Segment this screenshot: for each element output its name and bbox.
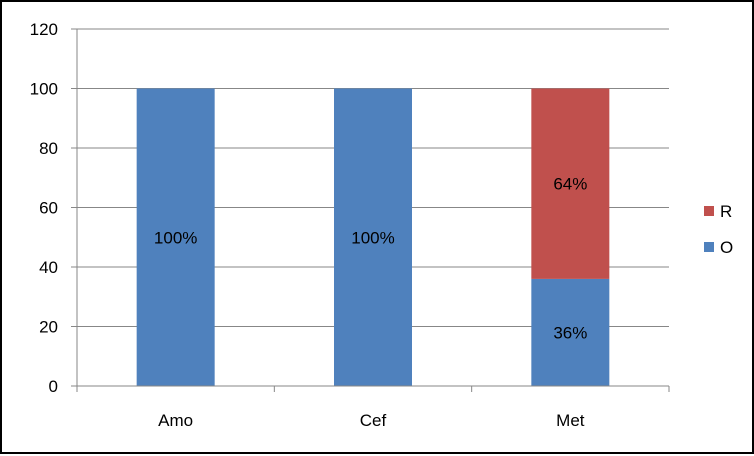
y-tick-label: 60 — [39, 199, 58, 218]
labels: 0 20 40 60 80 100 120 100% Amo 100% Cef 36% 64% Met — [30, 20, 588, 430]
x-category-label: Amo — [158, 411, 193, 430]
data-label-O-Met: 36% — [553, 323, 587, 342]
x-category-label: Cef — [360, 411, 387, 430]
y-tick-label: 80 — [39, 139, 58, 158]
data-label-R-Met: 64% — [553, 175, 587, 194]
axes — [71, 28, 670, 392]
bars — [136, 88, 610, 386]
data-label-O-Cef: 100% — [351, 228, 394, 247]
y-tick-label: 40 — [39, 258, 58, 277]
legend-swatch-O — [704, 242, 714, 252]
legend-label-R: R — [720, 202, 732, 221]
legend: RO — [704, 202, 733, 257]
y-tick-label: 120 — [30, 20, 58, 39]
y-tick-label: 0 — [49, 377, 58, 396]
legend-swatch-R — [704, 206, 714, 216]
data-label-O-Amo: 100% — [154, 228, 197, 247]
bar-O-Cef — [334, 88, 412, 386]
bar-R-Met — [531, 88, 610, 279]
y-tick-label: 100 — [30, 80, 58, 99]
x-category-label: Met — [556, 411, 585, 430]
bar-O-Met — [531, 278, 610, 386]
legend-label-O: O — [720, 238, 733, 257]
bar-O-Amo — [136, 88, 215, 386]
y-tick-label: 20 — [39, 318, 58, 337]
